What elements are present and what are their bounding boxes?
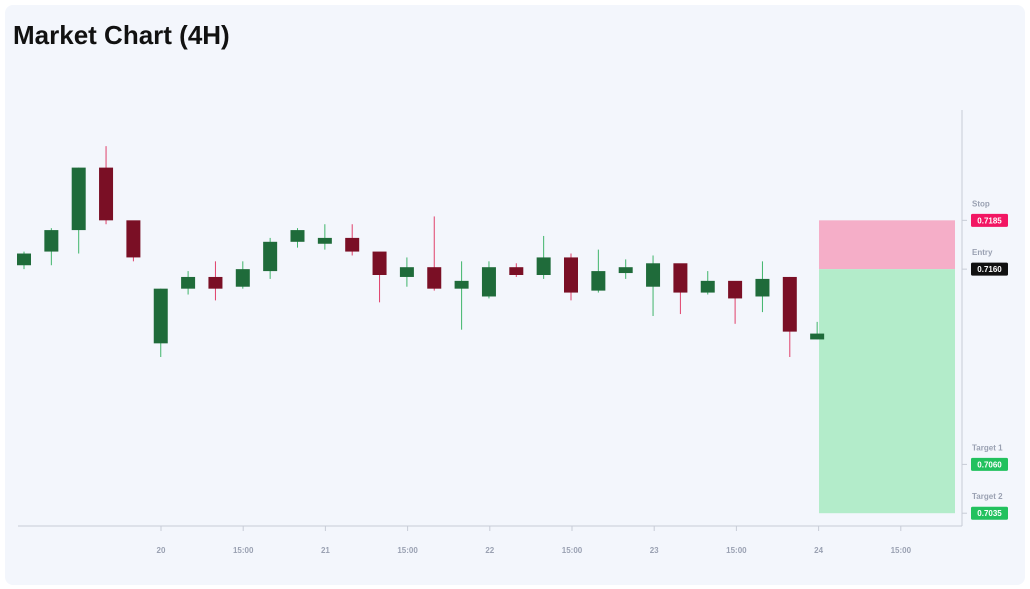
candle — [235, 261, 250, 289]
level-name: Entry — [972, 248, 993, 257]
level-entry: Entry 0.7160 — [962, 248, 1008, 276]
candle-body — [481, 267, 496, 297]
candle — [427, 216, 442, 291]
candle — [536, 235, 551, 279]
candle — [755, 261, 770, 313]
candle-body — [290, 230, 305, 242]
candle-body — [646, 263, 661, 287]
candle — [153, 288, 168, 358]
candle — [99, 146, 114, 225]
candle-body — [810, 333, 825, 340]
level-target: Target 1 0.7060 — [962, 443, 1008, 471]
trade-zones — [819, 220, 955, 514]
candle-body — [44, 230, 59, 252]
candle — [17, 251, 31, 270]
candle-body — [317, 237, 332, 244]
x-tick-label: 15:00 — [562, 546, 583, 555]
candle — [181, 271, 196, 295]
candle-body — [372, 251, 387, 276]
candle — [564, 253, 578, 301]
x-tick-label: 15:00 — [233, 546, 254, 555]
candle — [618, 259, 633, 279]
level-name: Target 2 — [972, 492, 1003, 501]
candle — [591, 249, 606, 293]
candle-body — [454, 280, 469, 289]
candle-body — [345, 237, 360, 252]
candle-body — [536, 257, 551, 276]
candles — [17, 146, 825, 358]
candle-body — [263, 241, 278, 272]
candle — [44, 228, 59, 266]
candle-body — [235, 269, 250, 287]
candle-body — [591, 271, 606, 291]
candle-body — [564, 257, 578, 293]
x-tick-label: 23 — [650, 546, 659, 555]
candle-body — [99, 167, 114, 221]
level-name: Stop — [972, 199, 990, 208]
level-badge — [971, 506, 1008, 520]
candle-body — [427, 267, 442, 289]
level-value: 0.7185 — [977, 216, 1002, 225]
candle-body — [126, 220, 141, 258]
level-value: 0.7035 — [977, 509, 1002, 518]
candle-body — [755, 278, 770, 297]
chart-title: Market Chart (4H) — [13, 20, 230, 50]
x-tick-label: 15:00 — [397, 546, 418, 555]
x-tick-label: 24 — [814, 546, 823, 555]
candle-body — [181, 276, 196, 289]
candle-body — [208, 276, 223, 289]
level-badge — [971, 262, 1008, 276]
x-tick-label: 15:00 — [891, 546, 912, 555]
candle — [673, 263, 688, 315]
candle-body — [399, 267, 414, 277]
candle-body — [700, 280, 715, 293]
level-value: 0.7160 — [977, 265, 1002, 274]
x-tick-label: 15:00 — [726, 546, 747, 555]
level-name: Target 1 — [972, 443, 1003, 452]
level-target: Target 2 0.7035 — [962, 492, 1008, 520]
candle — [481, 261, 496, 299]
candle-body — [509, 267, 524, 276]
candle-body — [618, 267, 633, 274]
risk-zone — [819, 220, 955, 270]
candle-body — [153, 288, 168, 344]
reward-zone — [819, 269, 955, 514]
candle-body — [17, 253, 31, 266]
level-badge — [971, 213, 1008, 227]
candle — [810, 321, 825, 340]
x-tick-label: 22 — [485, 546, 494, 555]
candle — [454, 261, 469, 330]
level-badge — [971, 457, 1008, 471]
level-value: 0.7060 — [977, 460, 1002, 469]
candle — [208, 261, 223, 301]
candle — [782, 276, 797, 358]
axes: 20 15:00 21 15:00 22 15:00 23 15:00 24 15:00 — [18, 110, 963, 555]
x-tick-label: 21 — [321, 546, 330, 555]
candle — [728, 280, 743, 324]
candle-body — [728, 280, 743, 299]
candle — [509, 263, 524, 277]
candle — [290, 228, 305, 248]
candle — [399, 257, 414, 287]
candle-body — [782, 276, 797, 332]
candle — [700, 271, 715, 295]
candle — [345, 224, 360, 256]
candle — [71, 167, 86, 254]
level-stop: Stop 0.7185 — [962, 199, 1008, 227]
candle — [317, 224, 332, 250]
candle — [372, 251, 387, 303]
candle-body — [71, 167, 86, 231]
candle — [126, 220, 141, 262]
candle — [646, 255, 661, 317]
x-tick-label: 20 — [157, 546, 166, 555]
candle-body — [673, 263, 688, 293]
candle — [263, 237, 278, 279]
